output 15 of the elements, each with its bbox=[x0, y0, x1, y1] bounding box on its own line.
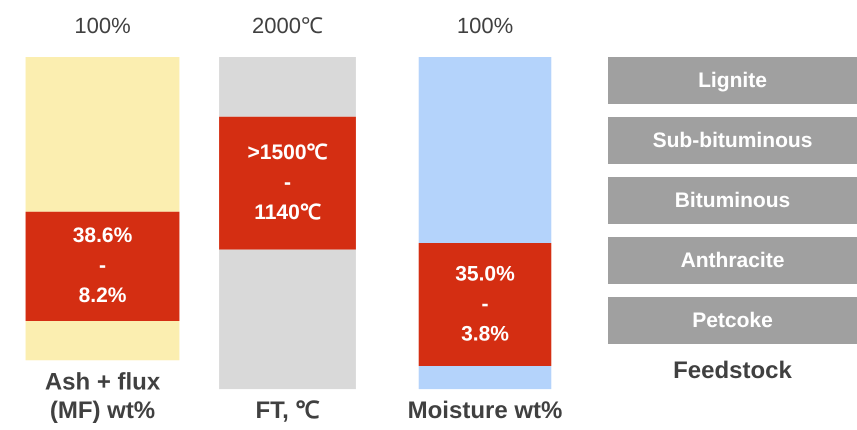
x-axis-title: Moisture wt% bbox=[408, 397, 562, 424]
annotation: >1500℃ - 1140℃ bbox=[248, 141, 328, 224]
category-label: Lignite bbox=[608, 57, 857, 104]
text: 100% bbox=[456, 13, 514, 38]
x-axis-title: FT, ℃ bbox=[256, 397, 320, 424]
category-label: Sub-bituminous bbox=[608, 117, 857, 164]
category-label: Petcoke bbox=[608, 297, 857, 344]
x-axis-title: Ash + flux (MF) wt% bbox=[44, 368, 161, 424]
text: 2000℃ bbox=[252, 13, 323, 38]
category-label: Anthracite bbox=[608, 237, 857, 284]
annotation: 35.0% - 3.8% bbox=[455, 262, 516, 346]
text: 100% bbox=[74, 13, 131, 38]
annotation: 38.6% - 8.2% bbox=[72, 224, 133, 308]
text: Feedstock bbox=[672, 357, 793, 385]
category-label: Bituminous bbox=[608, 177, 857, 224]
